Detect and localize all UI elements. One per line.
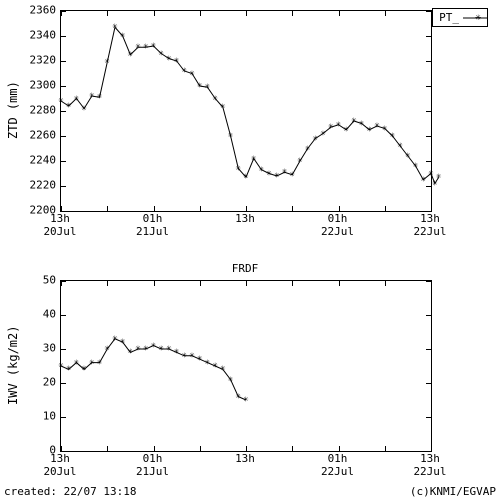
iwv-marker: ✳ <box>243 396 248 405</box>
iwv-marker: ✳ <box>112 334 117 343</box>
iwv-marker: ✳ <box>143 345 148 354</box>
iwv-marker: ✳ <box>212 362 217 371</box>
iwv-marker: ✳ <box>158 345 163 354</box>
iwv-chart: ✳✳✳✳✳✳✳✳✳✳✳✳✳✳✳✳✳✳✳✳✳✳✳✳✳0102030405013h2… <box>0 0 500 500</box>
iwv-ytick-label: 10 <box>6 410 56 423</box>
iwv-xtick <box>431 281 432 286</box>
iwv-ylabel: IWV (kg/m2) <box>6 325 20 405</box>
iwv-marker: ✳ <box>74 358 79 367</box>
iwv-marker: ✳ <box>89 358 94 367</box>
iwv-plot-area: ✳✳✳✳✳✳✳✳✳✳✳✳✳✳✳✳✳✳✳✳✳✳✳✳✳ <box>60 280 432 452</box>
iwv-xtick-label: 13h20Jul <box>43 452 76 478</box>
iwv-series <box>61 281 431 451</box>
iwv-marker: ✳ <box>174 348 179 357</box>
iwv-marker: ✳ <box>197 355 202 364</box>
iwv-marker: ✳ <box>105 345 110 354</box>
iwv-marker: ✳ <box>81 365 86 374</box>
iwv-xtick-label: 01h22Jul <box>321 452 354 478</box>
iwv-marker: ✳ <box>182 351 187 360</box>
footer-right: (c)KNMI/EGVAP <box>410 485 496 498</box>
iwv-ytick-label: 50 <box>6 274 56 287</box>
iwv-marker: ✳ <box>220 365 225 374</box>
iwv-marker: ✳ <box>120 338 125 347</box>
iwv-marker: ✳ <box>166 345 171 354</box>
footer-left: created: 22/07 13:18 <box>4 485 136 498</box>
iwv-marker: ✳ <box>97 358 102 367</box>
iwv-xtick-label: 13h22Jul <box>413 452 446 478</box>
iwv-ytick-label: 40 <box>6 308 56 321</box>
iwv-marker: ✳ <box>236 392 241 401</box>
iwv-xtick <box>431 446 432 451</box>
iwv-xtick-label: 01h21Jul <box>136 452 169 478</box>
iwv-marker: ✳ <box>151 341 156 350</box>
iwv-xtick-label: 13h <box>235 452 255 465</box>
iwv-marker: ✳ <box>228 375 233 384</box>
iwv-marker: ✳ <box>189 351 194 360</box>
iwv-marker: ✳ <box>205 358 210 367</box>
iwv-marker: ✳ <box>66 365 71 374</box>
iwv-marker: ✳ <box>58 362 63 371</box>
iwv-marker: ✳ <box>135 345 140 354</box>
iwv-marker: ✳ <box>128 348 133 357</box>
